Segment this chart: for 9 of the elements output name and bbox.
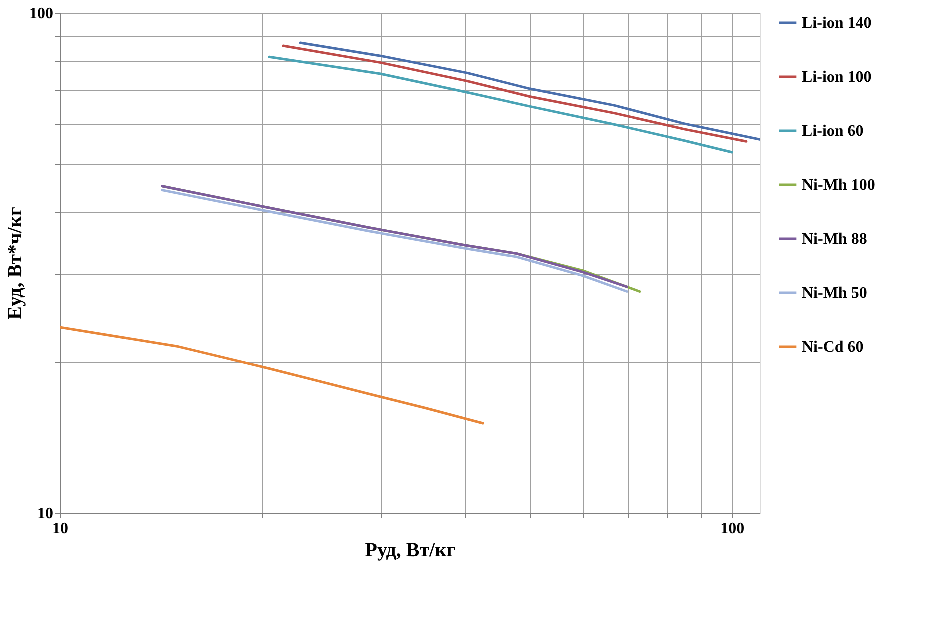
legend-label: Ni-Mh 88 [802, 231, 868, 248]
x-axis-title: Руд, Вт/кг [365, 540, 456, 562]
legend-label: Ni-Mh 50 [802, 285, 868, 302]
y-axis-title: Еуд, Вт*ч/кг [4, 207, 26, 320]
legend-label: Li-ion 60 [802, 123, 864, 140]
legend-label: Li-ion 140 [802, 15, 872, 32]
legend-label: Ni-Mh 100 [802, 177, 876, 194]
legend-label: Ni-Cd 60 [802, 339, 864, 356]
legend-label: Li-ion 100 [802, 69, 872, 86]
